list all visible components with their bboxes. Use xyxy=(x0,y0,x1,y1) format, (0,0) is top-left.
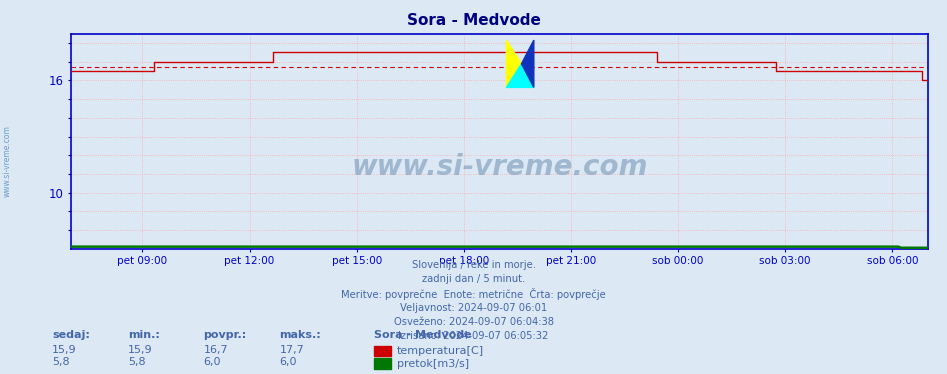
Text: Osveženo: 2024-09-07 06:04:38: Osveženo: 2024-09-07 06:04:38 xyxy=(394,317,553,327)
Text: min.:: min.: xyxy=(128,329,160,340)
Text: 15,9: 15,9 xyxy=(128,344,152,355)
Text: 17,7: 17,7 xyxy=(279,344,304,355)
Text: Slovenija / reke in morje.: Slovenija / reke in morje. xyxy=(412,260,535,270)
Text: www.si-vreme.com: www.si-vreme.com xyxy=(351,153,648,181)
Text: sedaj:: sedaj: xyxy=(52,329,90,340)
Polygon shape xyxy=(522,40,534,88)
Text: 5,8: 5,8 xyxy=(52,357,70,367)
Text: Sora - Medvode: Sora - Medvode xyxy=(374,329,472,340)
Text: 16,7: 16,7 xyxy=(204,344,228,355)
Text: 5,8: 5,8 xyxy=(128,357,146,367)
Polygon shape xyxy=(507,40,522,88)
Text: 15,9: 15,9 xyxy=(52,344,77,355)
Text: Veljavnost: 2024-09-07 06:01: Veljavnost: 2024-09-07 06:01 xyxy=(400,303,547,313)
Text: povpr.:: povpr.: xyxy=(204,329,247,340)
Text: 6,0: 6,0 xyxy=(204,357,221,367)
Text: Sora - Medvode: Sora - Medvode xyxy=(406,13,541,28)
Text: 6,0: 6,0 xyxy=(279,357,296,367)
Text: zadnji dan / 5 minut.: zadnji dan / 5 minut. xyxy=(421,274,526,284)
Text: pretok[m3/s]: pretok[m3/s] xyxy=(397,359,469,368)
Text: Izrisano: 2024-09-07 06:05:32: Izrisano: 2024-09-07 06:05:32 xyxy=(399,331,548,341)
Text: www.si-vreme.com: www.si-vreme.com xyxy=(3,125,12,197)
Text: maks.:: maks.: xyxy=(279,329,321,340)
Text: Meritve: povprečne  Enote: metrične  Črta: povprečje: Meritve: povprečne Enote: metrične Črta:… xyxy=(341,288,606,300)
Polygon shape xyxy=(507,64,534,88)
Text: temperatura[C]: temperatura[C] xyxy=(397,346,484,356)
